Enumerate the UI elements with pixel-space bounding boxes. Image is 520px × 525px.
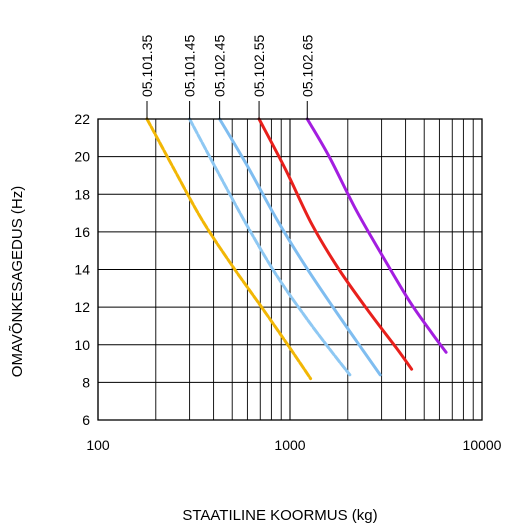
x-tick-label: 1000 [274, 437, 305, 453]
x-tick-label: 10000 [463, 437, 502, 453]
series-group [145, 117, 448, 381]
y-tick-label: 8 [82, 374, 90, 390]
series-label: 05.102.45 [212, 35, 228, 97]
plot-frame [97, 118, 483, 421]
series-label: 05.101.45 [182, 35, 198, 97]
series-line [257, 117, 414, 371]
x-axis-title: STAATILINE KOORMUS (kg) [182, 507, 377, 524]
y-tick-label: 16 [74, 224, 90, 240]
series-label: 05.101.35 [139, 35, 155, 97]
y-tick-label: 12 [74, 299, 90, 315]
y-tick-label: 20 [74, 149, 90, 165]
series-labels: 05.101.35 05.101.45 05.102.45 05.102.55 05.1… [139, 35, 315, 119]
series-line [218, 117, 382, 377]
series-label: 05.102.55 [251, 35, 267, 97]
y-axis-title: OMAVÕNKESAGEDUS (Hz) [9, 186, 26, 377]
series-label: 05.102.65 [299, 35, 315, 97]
x-tick-label: 100 [86, 437, 110, 453]
y-tick-label: 22 [74, 111, 90, 127]
tick-labels: 100 1000 10000 6 8 10 12 14 16 18 20 22 [74, 111, 501, 453]
y-tick-label: 14 [74, 262, 90, 278]
series-line [305, 117, 448, 354]
series-line [188, 117, 352, 377]
y-tick-label: 6 [82, 412, 90, 428]
series-line [145, 117, 313, 381]
grid [97, 118, 482, 421]
y-tick-label: 18 [74, 186, 90, 202]
y-tick-label: 10 [74, 337, 90, 353]
